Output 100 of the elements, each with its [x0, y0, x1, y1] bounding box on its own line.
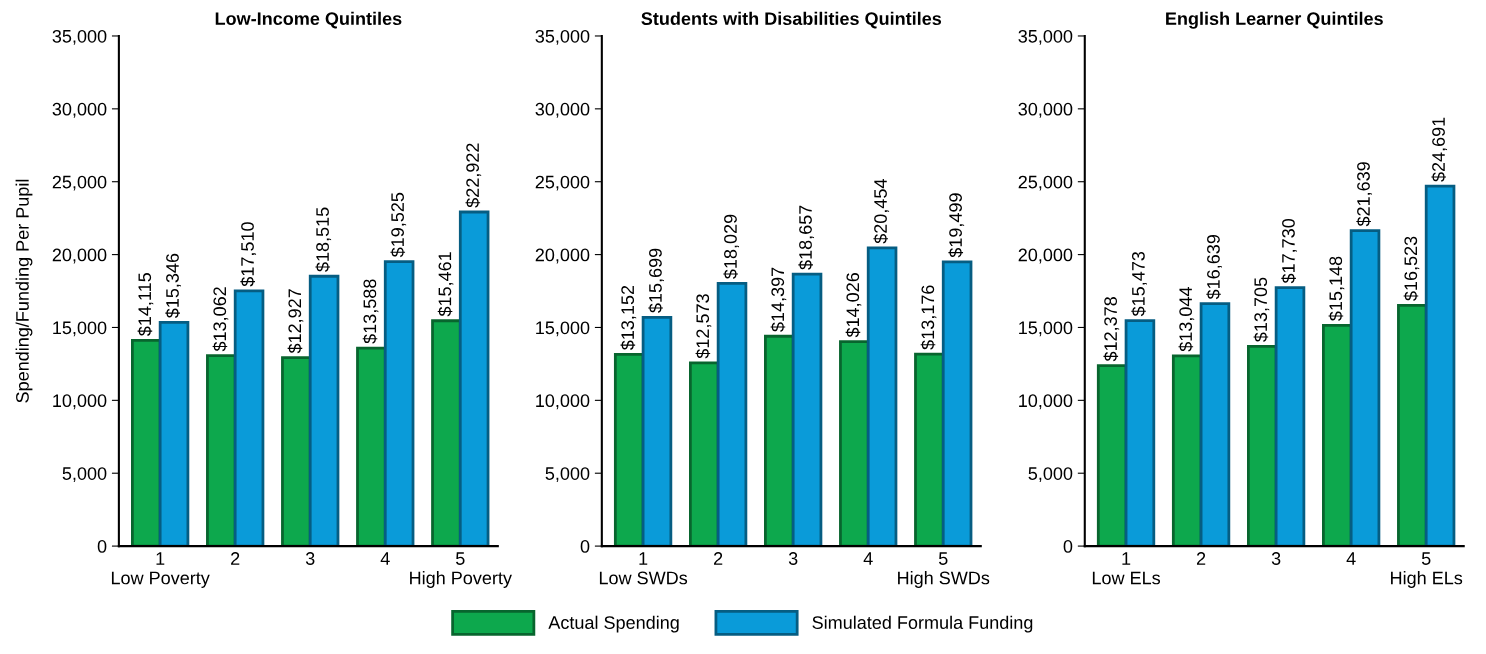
bar	[613, 353, 645, 547]
legend-label: Simulated Formula Funding	[812, 615, 1033, 633]
data-label: $14,026	[845, 273, 862, 338]
data-label: $19,499	[948, 193, 965, 258]
y-tick-label: 25,000	[52, 175, 107, 191]
bar	[1124, 319, 1156, 547]
y-tick-label: 30,000	[1018, 102, 1073, 118]
bar	[1274, 286, 1306, 547]
data-label: $13,062	[212, 287, 229, 352]
y-tick-label: 0	[97, 540, 107, 553]
bar	[941, 260, 973, 547]
y-tick-label: 25,000	[1018, 175, 1073, 191]
data-label: $24,691	[1431, 117, 1448, 182]
y-tick-label: 15,000	[536, 321, 590, 337]
legend-label: Actual Spending	[548, 615, 679, 633]
bar	[308, 274, 340, 547]
bar	[1322, 323, 1353, 547]
bar	[764, 334, 795, 547]
bar	[1349, 229, 1381, 547]
x-tick-label: 4	[1346, 552, 1356, 565]
y-tick-label: 15,000	[1019, 321, 1073, 337]
y-tick-label: 0	[1063, 540, 1073, 553]
data-label: $15,461	[437, 252, 454, 317]
data-label: $13,588	[362, 279, 379, 344]
bar	[383, 260, 415, 547]
x-tick-label: 1 Low SWDs	[599, 552, 688, 585]
data-label: $16,523	[1403, 236, 1420, 301]
bar	[206, 354, 237, 547]
y-tick-label: 10,000	[536, 394, 590, 410]
y-tick-label: 10,000	[53, 394, 107, 410]
x-tick-label: 5 High Poverty	[410, 552, 512, 588]
y-tick-label: 0	[580, 540, 590, 553]
data-label: $18,515	[315, 207, 332, 272]
bar	[716, 281, 748, 547]
y-tick-label: 5,000	[62, 467, 107, 483]
y-tick-label: 20,000	[535, 248, 590, 264]
data-label: $13,176	[920, 285, 937, 350]
bar	[158, 321, 190, 547]
x-tick-label: 3	[1271, 552, 1281, 565]
chart-title: Students with Disabilities Quintiles	[641, 11, 942, 29]
data-label: $12,927	[287, 289, 304, 354]
x-tick-label: 1 Low ELs	[1092, 552, 1161, 585]
bar	[1199, 302, 1231, 547]
y-tick-label: 35,000	[1018, 29, 1073, 45]
data-label: $20,454	[873, 179, 890, 244]
bar	[641, 315, 673, 547]
y-tick-label: 5,000	[1028, 467, 1073, 483]
bar	[281, 356, 312, 547]
data-label: $12,378	[1103, 297, 1120, 362]
y-tick-label: 30,000	[535, 102, 590, 118]
data-label: $17,510	[240, 222, 257, 287]
y-tick-label: 20,000	[52, 248, 107, 264]
bar	[1424, 184, 1456, 547]
bar	[1246, 344, 1278, 547]
x-tick-label: 2	[231, 552, 240, 565]
y-tick-label: 35,000	[52, 29, 107, 45]
data-label: $15,473	[1131, 251, 1147, 317]
y-tick-label: 25,000	[535, 175, 590, 191]
x-tick-label: 5 High ELs	[1391, 552, 1463, 588]
bar	[791, 272, 823, 547]
data-label: $15,699	[648, 248, 664, 313]
bar	[1397, 303, 1428, 547]
data-label: $14,115	[137, 273, 154, 336]
data-label: $13,152	[620, 285, 637, 351]
y-tick-label: 35,000	[535, 29, 590, 45]
y-tick-label: 30,000	[52, 102, 107, 118]
data-label: $17,730	[1281, 218, 1297, 284]
data-label: $22,922	[465, 143, 482, 208]
data-label: $15,148	[1328, 256, 1345, 321]
bar	[458, 210, 490, 547]
bar	[1096, 364, 1128, 547]
data-label: $13,705	[1253, 277, 1270, 342]
data-label: $21,639	[1356, 162, 1373, 227]
data-label: $13,044	[1178, 287, 1195, 352]
y-tick-label: 15,000	[53, 321, 107, 337]
x-tick-label: 4	[380, 552, 390, 565]
data-label: $18,029	[723, 214, 739, 279]
bar	[688, 361, 720, 547]
bar	[1171, 354, 1203, 547]
data-label: $19,525	[390, 192, 407, 258]
data-label: $15,346	[165, 253, 182, 319]
x-tick-label: 2	[714, 552, 723, 565]
x-tick-label: 4	[863, 552, 873, 565]
y-tick-label: 10,000	[1019, 394, 1073, 410]
x-tick-label: 3	[788, 552, 798, 565]
bar	[866, 246, 898, 547]
bar	[839, 340, 870, 547]
chart-title: English Learner Quintiles	[1166, 11, 1383, 29]
x-tick-label: 5 High SWDs	[898, 552, 990, 588]
x-tick-label: 2	[1196, 552, 1206, 565]
bar	[131, 338, 162, 547]
chart-title: Low-Income Quintiles	[215, 11, 402, 29]
y-tick-label: 20,000	[1018, 248, 1073, 264]
bar	[914, 352, 945, 547]
bar	[356, 346, 387, 547]
x-tick-label: 3	[305, 552, 315, 565]
y-tick-label: 5,000	[545, 467, 590, 483]
data-label: $14,397	[770, 267, 787, 332]
data-label: $12,573	[695, 294, 712, 359]
bar	[233, 289, 265, 547]
